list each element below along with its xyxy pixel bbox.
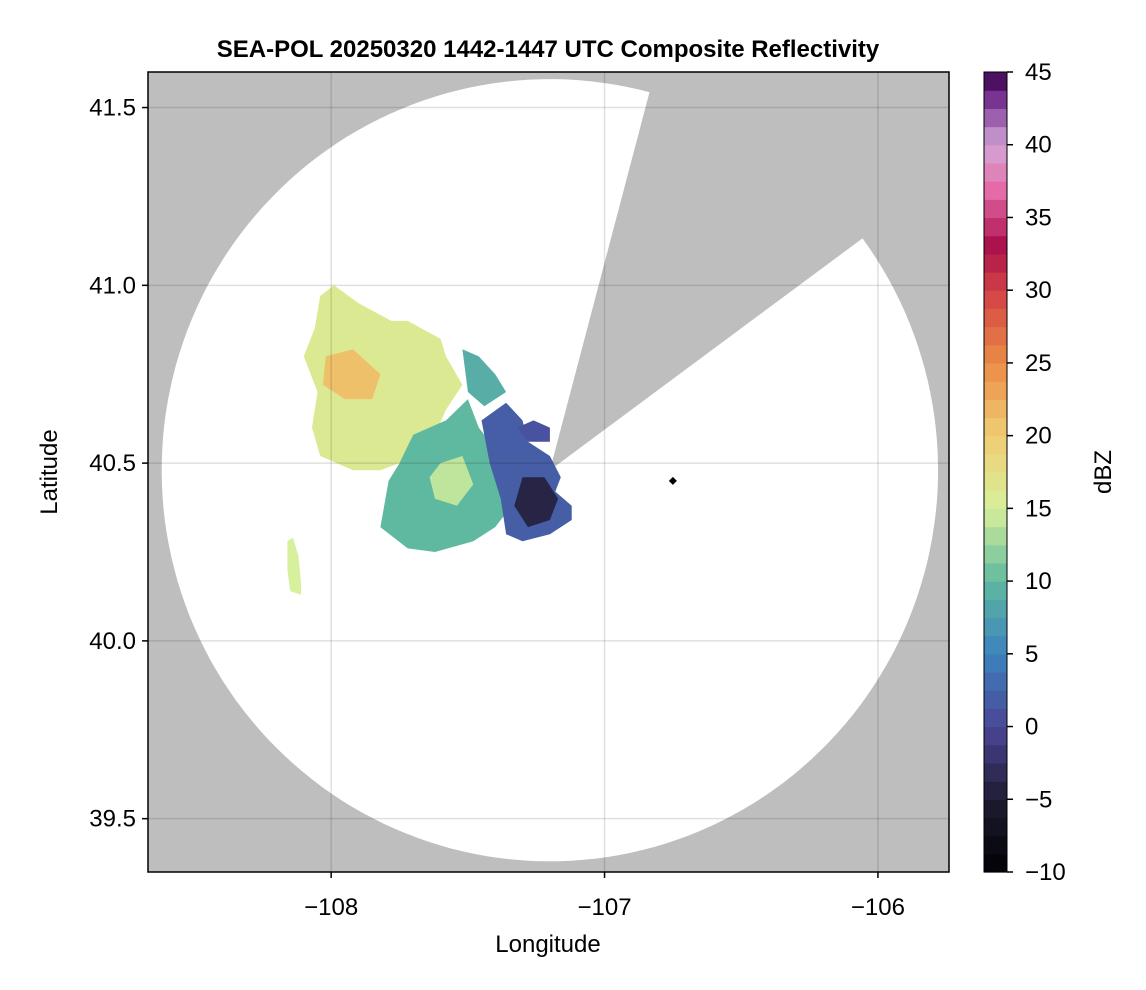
colorbar-band (984, 726, 1007, 746)
colorbar-frame (983, 71, 1008, 873)
colorbar-band (984, 599, 1007, 619)
colorbar-band (984, 144, 1007, 164)
site-marker (668, 476, 677, 485)
colorbar-band (984, 544, 1007, 564)
echo-region (462, 349, 507, 407)
echo-region (517, 420, 550, 442)
colorbar-tick-label: 5 (1025, 641, 1038, 668)
colorbar-band (984, 799, 1007, 819)
y-tick-label: 41.5 (89, 95, 136, 122)
colorbar-band (984, 472, 1007, 491)
x-tick-label: −107 (578, 894, 632, 921)
echo-region (429, 456, 474, 506)
colorbar-band (984, 326, 1007, 346)
colorbar-tick-label: 35 (1025, 204, 1052, 231)
colorbar-tick-label: 30 (1025, 277, 1052, 304)
colorbar-band (984, 90, 1007, 109)
colorbar-band (984, 617, 1007, 637)
colorbar-label: dBZ (1090, 450, 1117, 494)
colorbar-band (984, 108, 1007, 128)
colorbar-tick-label: 10 (1025, 568, 1052, 595)
colorbar-tick-label: 25 (1025, 350, 1052, 377)
colorbar-band (984, 635, 1007, 655)
colorbar-band (984, 672, 1007, 691)
colorbar-band (984, 508, 1007, 528)
colorbar-band (984, 253, 1007, 273)
colorbar-band (984, 181, 1007, 200)
colorbar-band (984, 290, 1007, 309)
y-tick-label: 40.0 (89, 628, 136, 655)
colorbar-band (984, 272, 1007, 291)
colorbar-band (984, 344, 1007, 364)
colorbar-tick-label: −10 (1025, 859, 1066, 886)
colorbar-band (984, 653, 1007, 673)
colorbar: −10 −5 0 5 10 15 20 25 30 35 40 45 (983, 59, 1066, 886)
colorbar-band (984, 453, 1007, 473)
colorbar-band (984, 817, 1007, 837)
colorbar-tick-label: 45 (1025, 59, 1052, 86)
colorbar-band (984, 744, 1007, 764)
colorbar-band (984, 690, 1007, 709)
colorbar-tick-label: 15 (1025, 495, 1052, 522)
y-axis-ticks: 39.5 40.0 40.5 41.0 41.5 (89, 95, 148, 833)
colorbar-band (984, 399, 1007, 419)
reflectivity-echoes (287, 285, 572, 595)
colorbar-tick-label: 40 (1025, 132, 1052, 159)
colorbar-band (984, 526, 1007, 546)
colorbar-band (984, 562, 1007, 582)
x-tick-label: −108 (304, 894, 358, 921)
colorbar-band (984, 162, 1007, 182)
colorbar-band (984, 708, 1007, 728)
plot-area (148, 72, 949, 872)
chart-title: SEA-POL 20250320 1442-1447 UTC Composite… (217, 36, 880, 63)
y-axis-label: Latitude (36, 429, 63, 514)
colorbar-band (984, 762, 1007, 782)
colorbar-band (984, 126, 1007, 146)
colorbar-band (984, 217, 1007, 237)
x-tick-label: −106 (851, 894, 905, 921)
colorbar-tick-label: 20 (1025, 423, 1052, 450)
plot-frame (147, 71, 950, 873)
colorbar-band (984, 235, 1007, 255)
colorbar-band (984, 72, 1007, 91)
colorbar-band (984, 835, 1007, 855)
y-tick-label: 40.5 (89, 450, 136, 477)
colorbar-band (984, 435, 1007, 455)
grid-lines (148, 72, 949, 872)
colorbar-band (984, 381, 1007, 400)
echo-region (514, 477, 559, 528)
colorbar-tick-label: −5 (1025, 786, 1052, 813)
echo-region (287, 537, 302, 595)
colorbar-band (984, 362, 1007, 382)
echo-region (303, 285, 463, 471)
y-tick-label: 39.5 (89, 806, 136, 833)
colorbar-band (984, 490, 1007, 509)
colorbar-band (984, 417, 1007, 437)
x-axis-ticks: −108 −107 −106 (304, 872, 905, 921)
colorbar-band (984, 581, 1007, 600)
colorbar-band (984, 308, 1007, 328)
colorbar-band (984, 781, 1007, 800)
colorbar-band (984, 199, 1007, 219)
y-tick-label: 41.0 (89, 272, 136, 299)
colorbar-tick-label: 0 (1025, 714, 1038, 741)
colorbar-band (984, 853, 1007, 873)
x-axis-label: Longitude (495, 931, 600, 958)
echo-region (323, 349, 381, 400)
